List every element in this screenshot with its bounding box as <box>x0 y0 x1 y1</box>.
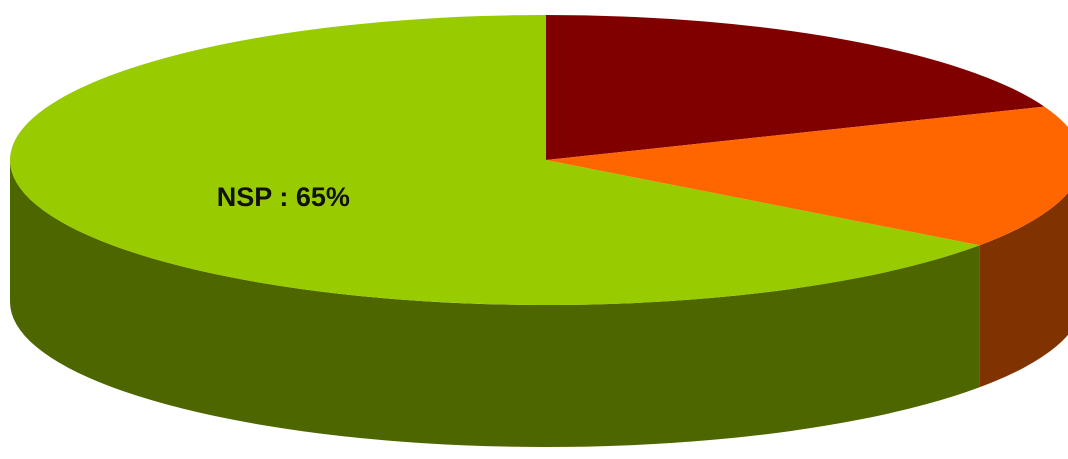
pie-tops <box>9 15 1068 305</box>
pie-slice-side-2 <box>979 192 1068 388</box>
pie-slice-2 <box>546 106 1068 246</box>
pie-labels: NSP : 65% <box>217 182 350 212</box>
pie-data-label-0: NSP : 65% <box>217 182 350 212</box>
pie-sides <box>10 160 1068 447</box>
pie-slice-1 <box>546 15 1045 160</box>
pie-slice-0 <box>9 15 980 305</box>
pie-slice-side-0 <box>10 160 980 447</box>
